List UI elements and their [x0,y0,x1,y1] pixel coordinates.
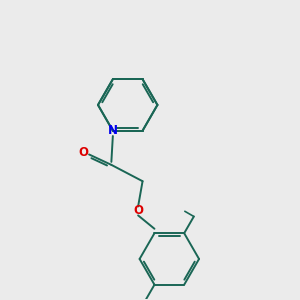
Text: O: O [133,204,143,218]
Text: N: N [108,124,118,137]
Text: O: O [78,146,88,160]
